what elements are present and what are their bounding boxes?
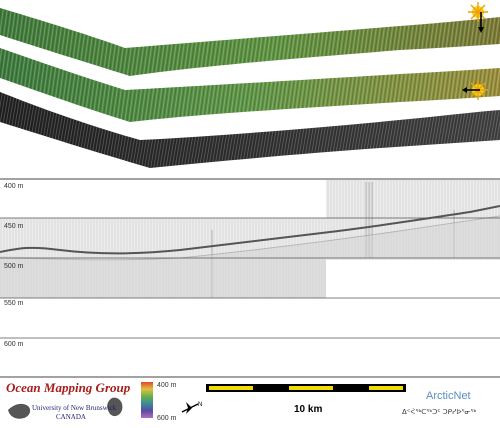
compass-icon: N: [181, 402, 202, 414]
seafloor-profile-line: [0, 205, 500, 255]
depth-label-400: 400 m: [4, 183, 24, 190]
sun-marker-icon: [462, 80, 488, 100]
arcticnet-name: ArcticNet: [426, 390, 471, 402]
omg-title: Ocean Mapping Group: [6, 380, 131, 395]
profile-panel: 400 m 450 m 500 m 550 m 600 m: [0, 180, 500, 376]
arcticnet-logo: ArcticNet ᐃᑉᐹᖅᑕᖅᑐᑦ ᑐᑭᓯᐅᕐᓂᖅ: [402, 390, 476, 416]
omg-country: CANADA: [56, 413, 86, 421]
depth-label-500: 500 m: [4, 263, 24, 270]
legend-strip: Ocean Mapping Group University of New Br…: [6, 380, 476, 422]
omg-university: University of New Brunswick: [32, 404, 117, 412]
scale-bar: [206, 384, 406, 392]
depth-colorbar: [141, 382, 153, 418]
arcticnet-syllabics: ᐃᑉᐹᖅᑕᖅᑐᑦ ᑐᑭᓯᐅᕐᓂᖅ: [402, 408, 476, 416]
colorbar-bottom-label: 600 m: [157, 415, 177, 422]
scale-label: 10 km: [294, 404, 322, 415]
depth-gridlines: [0, 217, 500, 339]
coastline-map-icon: [8, 403, 31, 419]
depth-label-450: 450 m: [4, 223, 24, 230]
depth-label-550: 550 m: [4, 300, 24, 307]
swath-panel: [0, 0, 500, 178]
ocean-mapping-logo: Ocean Mapping Group University of New Br…: [6, 380, 131, 421]
sun-marker-icon: [468, 2, 488, 33]
depth-label-600: 600 m: [4, 341, 24, 348]
svg-text:N: N: [198, 402, 202, 408]
colorbar-top-label: 400 m: [157, 382, 177, 389]
